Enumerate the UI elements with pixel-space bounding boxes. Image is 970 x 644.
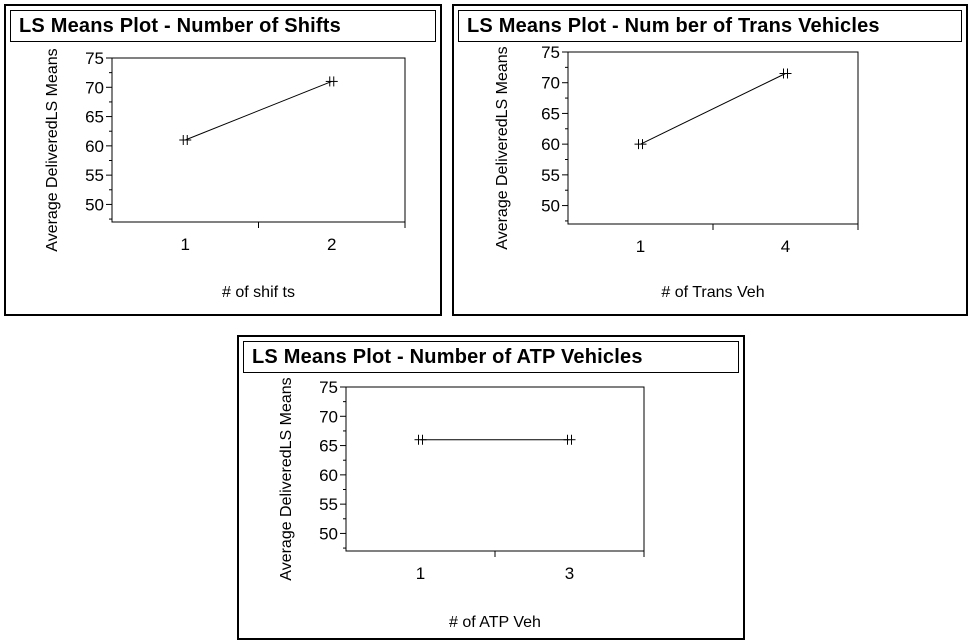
y-tick-label: 65 (85, 108, 104, 127)
series-line (185, 80, 332, 141)
x-tick-label: 1 (636, 237, 645, 256)
y-tick-label: 50 (541, 197, 560, 216)
series-line (640, 73, 786, 145)
x-tick-label: 3 (565, 564, 574, 583)
y-axis-label: Average DeliveredLS Means (494, 46, 511, 249)
y-axis-label: Average DeliveredLS Means (44, 48, 61, 251)
chart-panel-shifts: LS Means Plot - Number of Shifts 75 70 65 6… (4, 4, 442, 316)
y-tick-label: 50 (85, 195, 104, 214)
plot-area: 75 70 65 60 55 50 1 3 # of ATP Veh Average Delive… (278, 377, 645, 631)
y-tick-label: 60 (85, 137, 104, 156)
y-tick-label: 75 (319, 378, 338, 397)
y-tick-label: 60 (319, 466, 338, 485)
y-tick-label: 55 (319, 495, 338, 514)
data-point (563, 434, 576, 445)
y-tick-label: 70 (85, 78, 104, 97)
chart-title: LS Means Plot - Number of ATP Vehicles (243, 341, 739, 373)
y-tick-label: 75 (85, 49, 104, 68)
chart-title: LS Means Plot - Number of Shifts (10, 10, 436, 42)
chart-panel-trans-vehicles: LS Means Plot - Num ber of Trans Vehicle… (452, 4, 968, 316)
chart-title: LS Means Plot - Num ber of Trans Vehicle… (458, 10, 962, 42)
chart-panel-atp-vehicles: LS Means Plot - Number of ATP Vehicles 7… (237, 335, 745, 640)
y-tick-label: 70 (541, 74, 560, 93)
x-tick-label: 2 (327, 235, 336, 254)
plot-area: 75 70 65 60 55 50 1 2 # of shif ts Average Delive… (44, 48, 406, 301)
plot-frame (111, 57, 406, 223)
y-tick-label: 65 (541, 104, 560, 123)
data-point (634, 139, 647, 150)
y-tick-label: 75 (541, 43, 560, 62)
y-tick-label: 65 (319, 437, 338, 456)
x-tick-label: 1 (181, 235, 190, 254)
data-point (779, 68, 792, 79)
y-tick-label: 50 (319, 524, 338, 543)
x-axis-label: # of shif ts (222, 284, 295, 301)
data-point (325, 76, 338, 87)
x-axis-label: # of ATP Veh (449, 614, 541, 631)
y-tick-label: 55 (85, 166, 104, 185)
x-axis-label: # of Trans Veh (661, 284, 764, 301)
y-tick-label: 70 (319, 407, 338, 426)
plot-frame (567, 51, 859, 225)
plot-frame (345, 386, 645, 552)
data-point (414, 434, 427, 445)
y-axis-label: Average DeliveredLS Means (278, 377, 295, 580)
y-tick-label: 55 (541, 166, 560, 185)
y-tick-label: 60 (541, 135, 560, 154)
x-tick-label: 4 (781, 237, 790, 256)
data-point (179, 135, 192, 145)
plot-area: 75 70 65 60 55 50 1 4 # of Trans Veh Average Deli… (494, 43, 859, 301)
x-tick-label: 1 (416, 564, 425, 583)
